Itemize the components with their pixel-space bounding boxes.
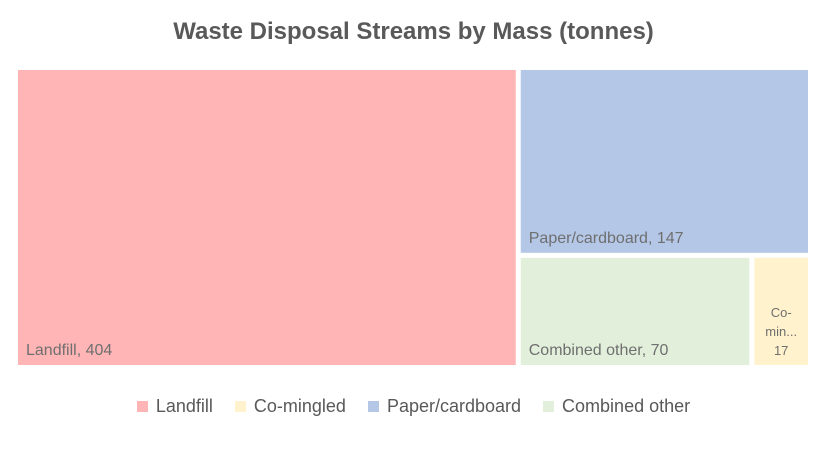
tile-label-combined-other: Combined other, 70: [529, 342, 669, 359]
legend-swatch-combined-other: [543, 401, 555, 412]
tile-label-co-mingled-line-1: min...: [765, 324, 797, 339]
tile-paper-cardboard: [520, 70, 808, 253]
legend-item-landfill: Landfill: [136, 396, 213, 417]
legend-label-landfill: Landfill: [155, 396, 213, 416]
tile-landfill: [18, 70, 516, 365]
legend-swatch-landfill: [136, 401, 148, 412]
legend-label-combined-other: Combined other: [562, 396, 691, 416]
legend: Landfill Co-mingled Paper/cardboard Combine…: [0, 396, 827, 417]
tile-label-landfill: Landfill, 404: [26, 342, 112, 359]
tile-label-co-mingled-line-2: 17: [774, 343, 788, 358]
tile-label-co-mingled-line-0: Co-: [771, 305, 792, 320]
legend-item-combined-other: Combined other: [543, 396, 690, 417]
legend-swatch-co-mingled: [234, 401, 246, 412]
legend-label-paper-cardboard: Paper/cardboard: [386, 396, 522, 416]
legend-item-co-mingled: Co-mingled: [234, 396, 346, 417]
tile-label-paper-cardboard: Paper/cardboard, 147: [529, 230, 684, 247]
chart-title: Waste Disposal Streams by Mass (tonnes): [173, 18, 654, 45]
tile-co-mingled: [754, 257, 808, 365]
legend-label-co-mingled: Co-mingled: [253, 396, 346, 416]
tile-combined-other: [520, 257, 750, 365]
legend-item-paper-cardboard: Paper/cardboard: [367, 396, 522, 417]
legend-swatch-paper-cardboard: [367, 401, 379, 412]
